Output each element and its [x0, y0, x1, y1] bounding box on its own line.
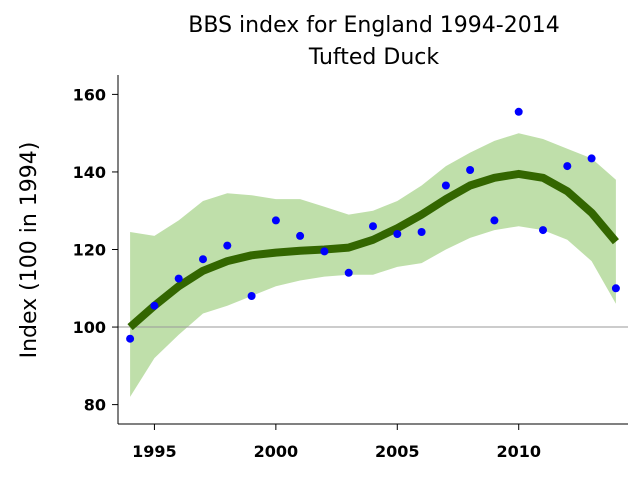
data-point-1998 — [223, 241, 232, 250]
data-point-2003 — [344, 268, 353, 277]
data-point-1999 — [247, 292, 256, 300]
x-tick-label-1995: 1995 — [132, 442, 177, 461]
x-tick-label-2010: 2010 — [496, 442, 541, 461]
data-point-1994 — [126, 334, 135, 343]
data-point-2006 — [417, 228, 426, 236]
data-point-2010 — [514, 107, 523, 116]
chart-title: BBS index for England 1994-2014 — [188, 13, 559, 38]
data-point-2011 — [539, 226, 547, 235]
data-point-2012 — [563, 162, 572, 171]
y-tick-label-120: 120 — [73, 241, 106, 260]
y-axis-label: Index (100 in 1994) — [17, 142, 42, 359]
y-tick-label-100: 100 — [73, 318, 106, 337]
trend-line — [127, 169, 619, 331]
data-point-2007 — [441, 181, 450, 190]
data-point-2008 — [466, 166, 475, 174]
data-point-2014 — [611, 284, 620, 293]
data-point-2004 — [369, 222, 377, 231]
y-tick-label-160: 160 — [73, 85, 106, 104]
data-point-2013 — [587, 154, 596, 163]
data-point-2001 — [296, 231, 305, 240]
data-point-1995 — [150, 301, 159, 310]
data-point-1996 — [174, 274, 183, 283]
y-tick-label-80: 80 — [84, 396, 106, 415]
x-tick-label-2005: 2005 — [375, 442, 420, 461]
x-tick-label-2000: 2000 — [254, 442, 299, 461]
data-point-2005 — [393, 230, 402, 238]
data-point-1997 — [199, 255, 207, 264]
y-tick-label-140: 140 — [73, 163, 106, 182]
confidence-band — [130, 133, 616, 397]
data-point-2009 — [490, 216, 499, 225]
plot-area: 80 100 120 140 160 1995 2000 2005 2010 — [73, 75, 628, 461]
chart-subtitle: Tufted Duck — [308, 45, 439, 70]
data-point-2002 — [320, 247, 329, 256]
data-point-2000 — [271, 216, 280, 225]
